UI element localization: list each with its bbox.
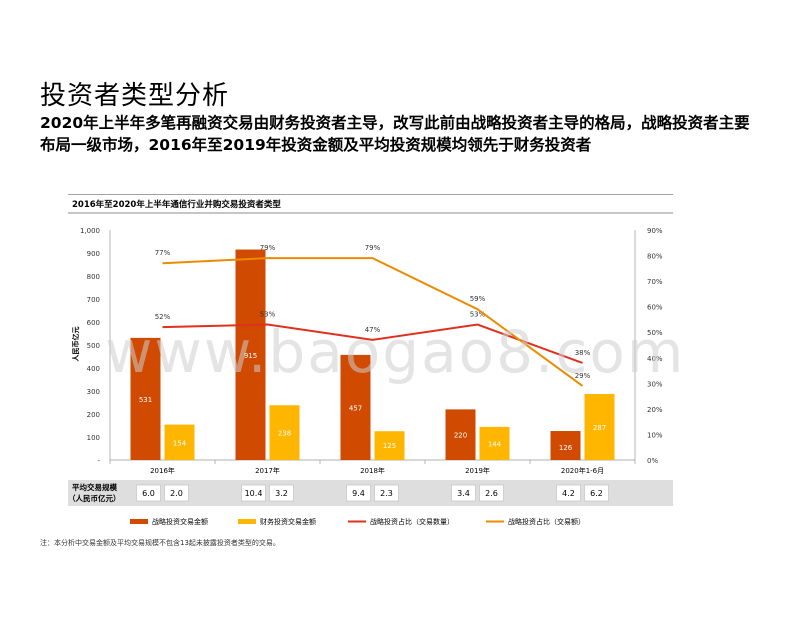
footnote: 注：本分析中交易金额及平均交易规模不包含13起未披露投资者类型的交易。 [40, 539, 280, 547]
avg-value-financial: 3.2 [275, 489, 288, 498]
bar-value-label: 238 [278, 430, 291, 438]
investor-type-chart: 2016年至2020年上半年通信行业并购交易投资者类型 - 100 200 300 400… [68, 194, 673, 526]
line-value-label: 47% [365, 326, 381, 334]
avg-value-strategic: 4.2 [562, 489, 575, 498]
avg-cell-strategic [556, 484, 581, 502]
bar-value-label: 154 [173, 439, 187, 447]
bar-strategic [340, 354, 371, 460]
y-tick-label: 400 [87, 365, 100, 373]
bar-strategic [235, 249, 266, 460]
avg-value-financial: 2.0 [170, 489, 183, 498]
avg-value-strategic: 9.4 [352, 489, 365, 498]
bar-value-label: 126 [559, 444, 573, 452]
bar-value-label: 144 [488, 440, 502, 448]
avg-value-financial: 2.6 [485, 489, 498, 498]
y-tick-label: 600 [87, 319, 100, 327]
chart-container: 2016年至2020年上半年通信行业并购交易投资者类型 - 100 200 300 400… [68, 194, 673, 526]
y-tick-label: 900 [87, 250, 100, 258]
avg-table-header-unit: （人民币亿元） [68, 493, 121, 503]
line-strategic-count [162, 323, 583, 364]
bar-financial [479, 426, 510, 460]
y-tick-label: 300 [87, 388, 100, 396]
y2-tick-label: 50% [647, 329, 663, 337]
avg-value-strategic: 6.0 [142, 489, 155, 498]
legend-swatch [130, 519, 148, 524]
legend-label: 战略投资交易金额 [152, 517, 208, 526]
bar-strategic [445, 409, 476, 460]
avg-value-strategic: 3.4 [457, 489, 470, 498]
y2-tick-label: 0% [647, 457, 658, 465]
bar-value-label: 531 [139, 396, 152, 404]
line-value-label: 29% [575, 372, 591, 380]
x-tick-label: 2017年 [255, 466, 280, 475]
legend-label: 财务投资交易金额 [260, 517, 316, 526]
avg-cell-financial [374, 484, 399, 502]
line-value-label: 79% [365, 244, 381, 252]
avg-cell-financial [584, 484, 609, 502]
line-value-label: 53% [260, 311, 276, 319]
y-tick-label: 700 [87, 296, 100, 304]
avg-cell-strategic [136, 484, 161, 502]
legend-label: 战略投资占比（交易数量） [370, 517, 454, 526]
y2-tick-label: 30% [647, 380, 663, 388]
y-tick-label: 800 [87, 273, 100, 281]
avg-value-financial: 6.2 [590, 489, 603, 498]
legend-swatch [238, 519, 256, 524]
y2-tick-label: 70% [647, 278, 663, 286]
y2-tick-label: 10% [647, 431, 663, 439]
y-tick-label: - [97, 457, 100, 465]
y-axis-label: 人民币亿元 [71, 327, 80, 362]
line-strategic-amount [162, 257, 584, 387]
avg-value-strategic: 10.4 [245, 489, 263, 498]
avg-cell-strategic [451, 484, 476, 502]
bar-value-label: 287 [593, 424, 606, 432]
avg-cell-financial [479, 484, 504, 502]
line-value-label: 79% [260, 244, 276, 252]
x-tick-label: 2016年 [150, 466, 175, 475]
y2-tick-label: 60% [647, 304, 663, 312]
y-tick-label: 100 [87, 434, 100, 442]
avg-cell-financial [269, 484, 294, 502]
bar-strategic [130, 337, 161, 460]
bar-value-label: 915 [244, 352, 257, 360]
bar-value-label: 220 [454, 432, 467, 440]
y2-tick-label: 90% [647, 227, 663, 235]
x-tick-label: 2020年1-6月 [561, 466, 604, 475]
bar-value-label: 457 [349, 404, 362, 412]
y-tick-label: 200 [87, 411, 100, 419]
avg-value-financial: 2.3 [380, 489, 393, 498]
y-tick-label: 1,000 [80, 227, 100, 235]
y2-tick-label: 80% [647, 253, 663, 261]
line-value-label: 59% [470, 295, 486, 303]
chart-title: 2016年至2020年上半年通信行业并购交易投资者类型 [72, 199, 281, 210]
line-value-label: 77% [155, 249, 171, 257]
bar-financial [584, 393, 615, 460]
y2-tick-label: 40% [647, 355, 663, 363]
page-subtitle: 2020年上半年多笔再融资交易由财务投资者主导，改写此前由战略投资者主导的格局，… [40, 114, 750, 154]
bar-financial [374, 431, 405, 460]
line-value-label: 38% [575, 349, 591, 357]
x-tick-label: 2019年 [465, 466, 490, 475]
bar-financial [269, 405, 300, 460]
y2-tick-label: 20% [647, 406, 663, 414]
avg-cell-strategic [241, 484, 266, 502]
line-value-label: 53% [470, 311, 486, 319]
line-value-label: 52% [155, 313, 171, 321]
bar-financial [164, 424, 195, 460]
avg-cell-financial [164, 484, 189, 502]
page-title: 投资者类型分析 [40, 81, 230, 111]
bar-value-label: 125 [383, 442, 396, 450]
avg-cell-strategic [346, 484, 371, 502]
x-tick-label: 2018年 [360, 466, 385, 475]
y-tick-label: 500 [87, 342, 100, 350]
legend-label: 战略投资占比（交易额） [508, 517, 585, 526]
avg-table-header: 平均交易规模 [72, 482, 117, 492]
bar-strategic [550, 431, 581, 460]
